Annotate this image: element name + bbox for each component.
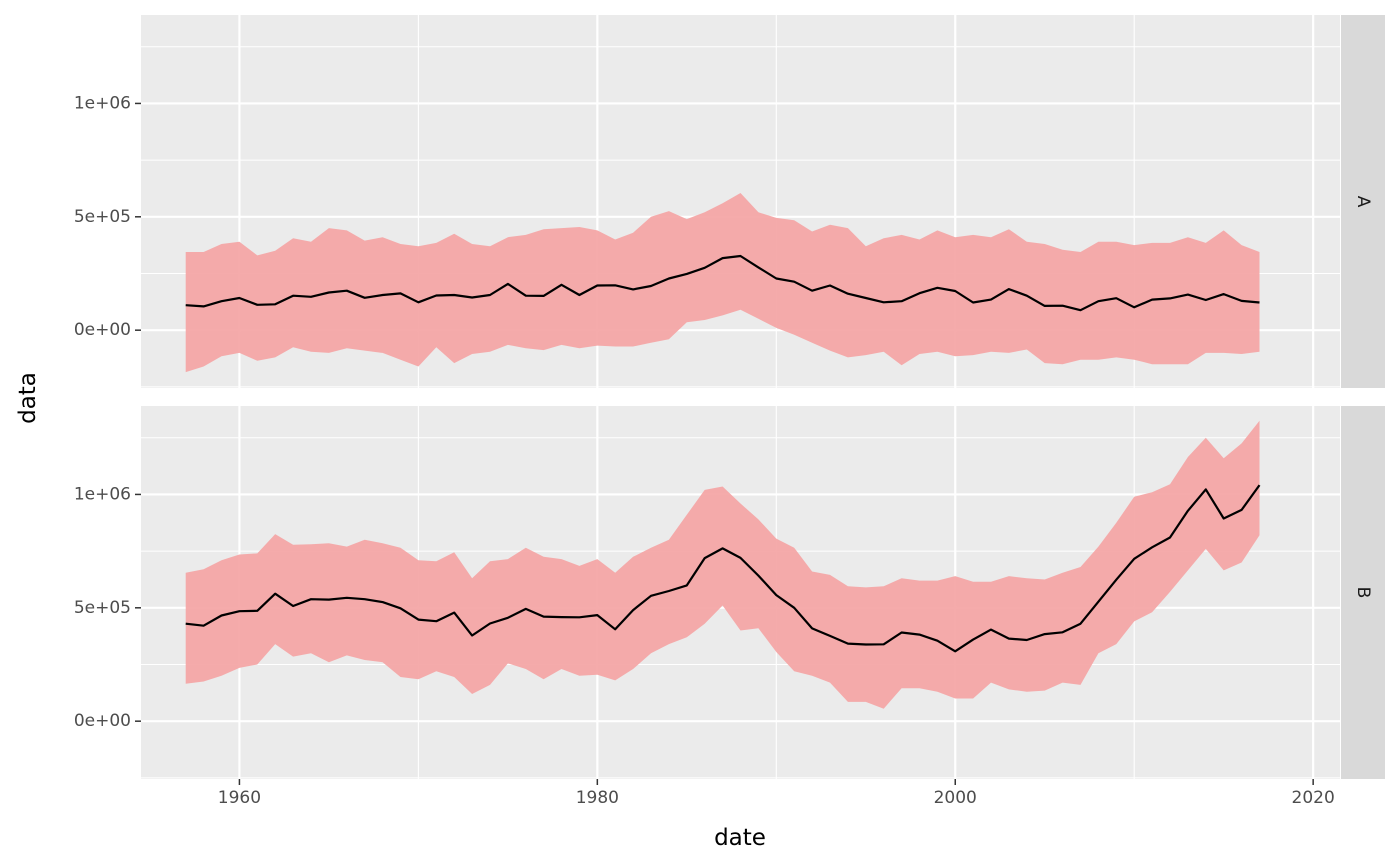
y-tick-label: 1e+06 (74, 484, 131, 504)
facet-panel-b: B (141, 406, 1385, 779)
x-tick-label: 1980 (576, 788, 619, 808)
confidence-band-b (185, 420, 1260, 709)
y-tick-label: 5e+05 (74, 207, 131, 227)
facet-strip (1341, 406, 1385, 779)
series-line-b (185, 484, 1261, 653)
facet-strip-label: B (1353, 587, 1373, 599)
y-axis-title: data (15, 372, 41, 424)
x-tick-label: 1960 (218, 788, 261, 808)
facet-panel-a: A (141, 15, 1385, 388)
y-tick-label: 5e+05 (74, 598, 131, 618)
confidence-band-a (185, 193, 1260, 373)
y-tick-label: 1e+06 (74, 93, 131, 113)
panels-layer: AB (141, 15, 1385, 779)
y-tick-label: 0e+00 (74, 320, 131, 340)
axes-layer: 0e+00 5e+05 1e+06 0e+00 5e+05 1e+06 1960 1980 20… (74, 93, 1335, 808)
x-tick-label: 2020 (1292, 788, 1335, 808)
x-axis-title: date (714, 825, 766, 851)
facet-strip-label: A (1353, 196, 1373, 208)
y-tick-label: 0e+00 (74, 711, 131, 731)
series-line-a (185, 254, 1260, 312)
x-tick-label: 2000 (934, 788, 977, 808)
facet-strip (1341, 15, 1385, 388)
